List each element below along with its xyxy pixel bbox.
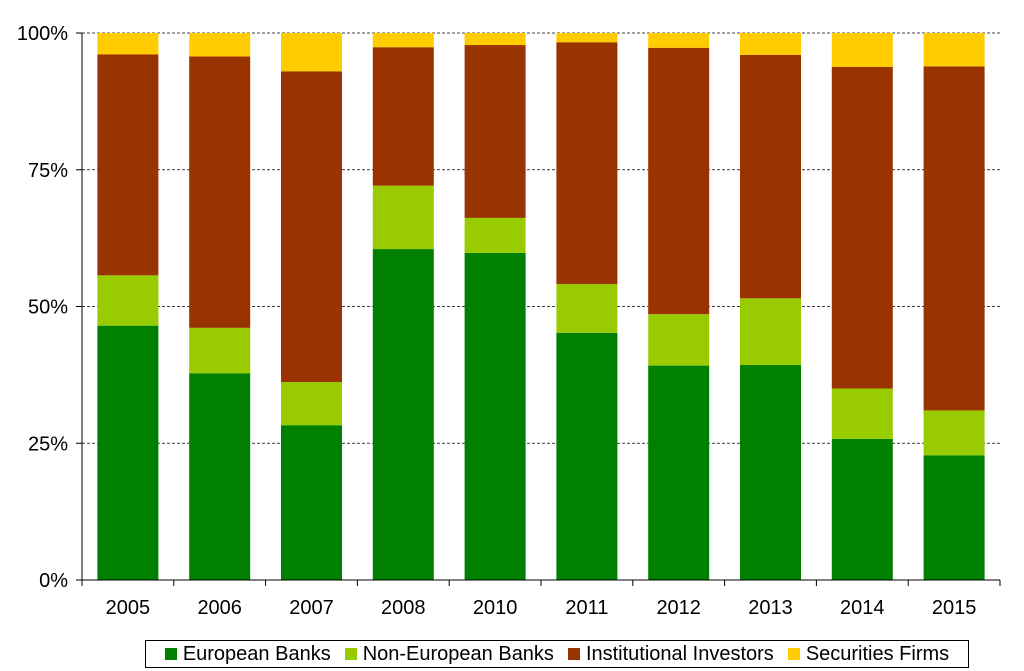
bar-segment <box>740 54 801 299</box>
bar-segment <box>923 455 985 580</box>
bar-segment <box>281 71 342 382</box>
bar-segment <box>464 252 526 581</box>
bar-segment <box>97 325 159 580</box>
legend-label: Non-European Banks <box>362 642 554 665</box>
y-tick-label: 100% <box>17 23 68 45</box>
bar-segment <box>464 45 526 218</box>
bar-segment <box>281 425 342 580</box>
x-tick-label: 2008 <box>381 597 426 619</box>
bar-segment <box>556 332 618 580</box>
bar-segment <box>648 47 710 315</box>
legend-label: Securities Firms <box>805 642 950 665</box>
bars <box>97 33 985 581</box>
legend-label: European Banks <box>182 642 331 665</box>
bar-segment <box>97 275 159 326</box>
bar-segment <box>556 284 618 333</box>
legend: European Banks Non-European Banks Instit… <box>145 640 969 668</box>
legend-item-european-banks: European Banks <box>164 642 331 666</box>
bar-segment <box>281 381 342 426</box>
y-tick-label: 50% <box>28 297 68 319</box>
bar-segment <box>923 33 985 67</box>
bar-segment <box>831 66 893 389</box>
x-tick-label: 2011 <box>565 597 608 619</box>
legend-item-non-european-banks: Non-European Banks <box>344 642 554 666</box>
bar-segment <box>372 47 434 186</box>
bar-segment <box>281 33 342 72</box>
legend-swatch <box>787 648 800 660</box>
bar-segment <box>648 314 710 366</box>
bar-segment <box>189 33 251 57</box>
bar-segment <box>189 373 251 580</box>
x-tick-label: 2012 <box>656 597 701 619</box>
x-axis-ticks: 2005 2006 2007 2008 2010 2011 2012 2013 2014 2015 <box>81 580 1001 619</box>
legend-swatch <box>164 648 177 660</box>
bar-segment <box>923 410 985 456</box>
bar-segment <box>372 185 434 250</box>
bar-segment <box>189 56 251 328</box>
bar-segment <box>648 365 710 580</box>
legend-swatch <box>344 648 357 660</box>
bar-segment <box>556 33 618 43</box>
y-axis-ticks: 0% 25% 50% 75% 100% <box>17 23 82 592</box>
x-tick-label: 2010 <box>473 597 518 619</box>
x-tick-label: 2014 <box>840 597 885 619</box>
bar-segment <box>831 33 893 67</box>
bar-segment <box>740 365 801 580</box>
stacked-bar-chart: 0% 25% 50% 75% 100% 2005 2006 2007 2008 2010 2011… <box>17 23 1001 619</box>
legend-item-securities-firms: Securities Firms <box>787 642 950 666</box>
x-tick-label: 2013 <box>748 597 793 619</box>
legend-swatch <box>567 648 580 660</box>
bar-segment <box>464 217 526 253</box>
y-tick-label: 25% <box>28 433 68 455</box>
bar-segment <box>372 249 434 580</box>
x-tick-label: 2005 <box>106 597 151 619</box>
y-tick-label: 75% <box>28 160 68 182</box>
bar-segment <box>464 33 526 46</box>
bar-segment <box>831 388 893 439</box>
legend-item-institutional-investors: Institutional Investors <box>567 642 774 666</box>
bar-segment <box>740 298 801 366</box>
bar-segment <box>189 327 251 374</box>
bar-segment <box>923 66 985 411</box>
bar-segment <box>740 33 801 55</box>
bar-segment <box>648 33 710 48</box>
x-tick-label: 2015 <box>932 597 977 619</box>
bar-segment <box>97 54 159 276</box>
x-tick-label: 2007 <box>289 597 334 619</box>
bar-segment <box>831 438 893 580</box>
bar-segment <box>97 33 159 55</box>
legend-label: Institutional Investors <box>585 642 774 665</box>
x-tick-label: 2006 <box>197 597 242 619</box>
bar-segment <box>372 33 434 48</box>
y-tick-label: 0% <box>39 570 68 592</box>
bar-segment <box>556 42 618 285</box>
